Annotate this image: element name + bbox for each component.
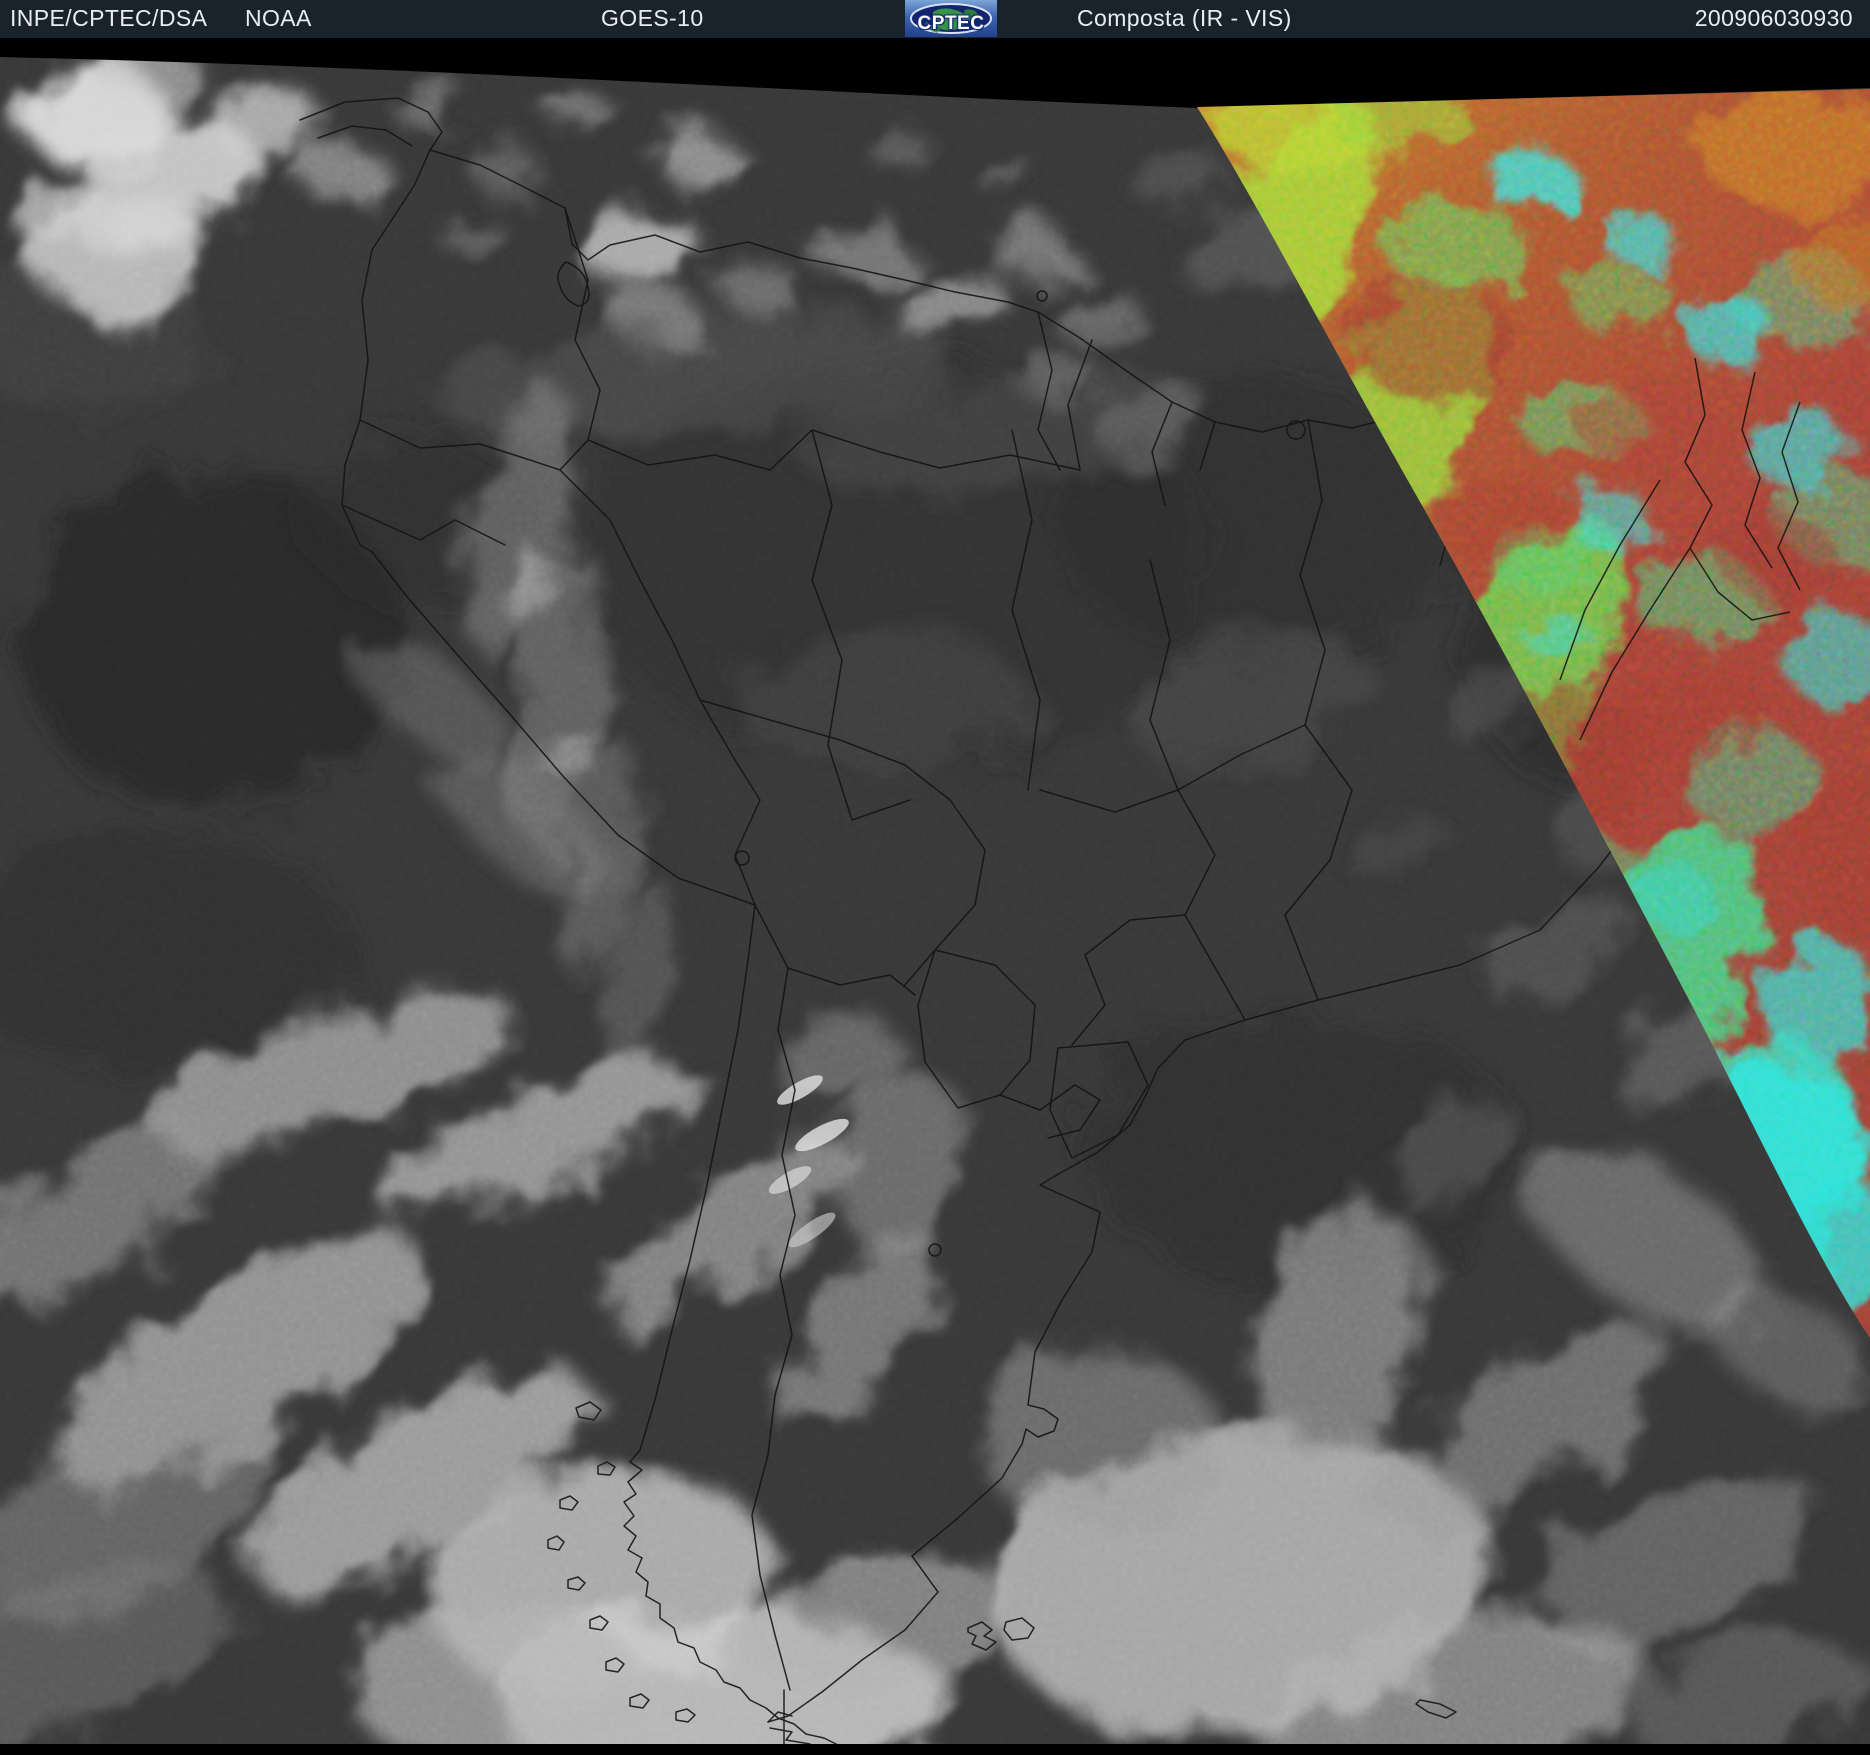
bottom-black-strip bbox=[0, 1744, 1870, 1750]
cptec-logo: CPTEC bbox=[905, 0, 997, 37]
timestamp-label: 200906030930 bbox=[1694, 5, 1853, 31]
satellite-label: GOES-10 bbox=[601, 5, 704, 31]
product-label: Composta (IR - VIS) bbox=[1077, 5, 1292, 31]
header-bar: INPE/CPTEC/DSA NOAA GOES-10 CPTEC Compos… bbox=[0, 0, 1870, 38]
ir-zone-borders bbox=[1559, 357, 1801, 741]
noaa-label: NOAA bbox=[245, 5, 312, 31]
agency-label: INPE/CPTEC/DSA bbox=[10, 5, 208, 31]
cptec-globe-icon bbox=[910, 3, 992, 34]
cptec-logo-text: CPTEC bbox=[917, 12, 985, 34]
